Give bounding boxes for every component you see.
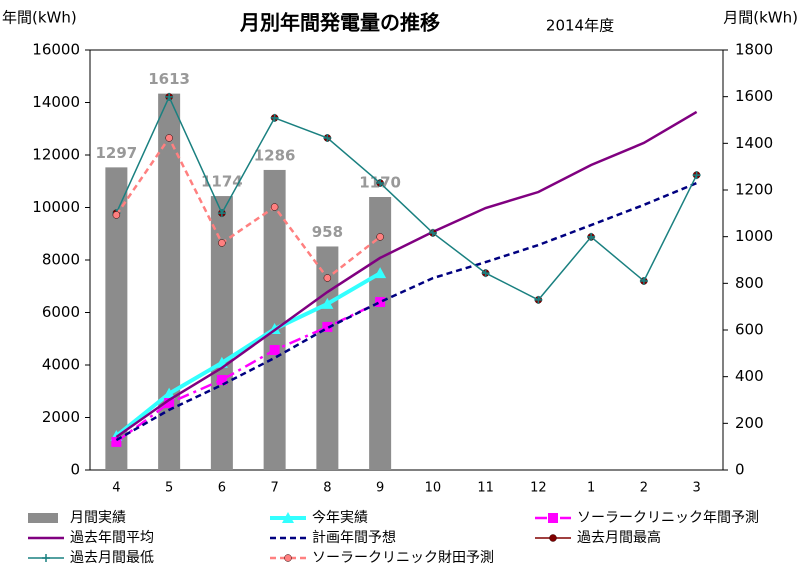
marker xyxy=(270,113,279,122)
marker xyxy=(692,171,701,180)
x-tick-label: 2 xyxy=(640,481,648,496)
marker xyxy=(323,133,332,142)
bar xyxy=(210,196,233,471)
x-tick-label: 6 xyxy=(218,481,226,496)
line xyxy=(115,95,698,301)
marker xyxy=(216,374,227,385)
legend-label: 過去月間最低 xyxy=(70,550,154,566)
legend-marker xyxy=(42,554,50,562)
marker xyxy=(164,398,175,409)
marker xyxy=(218,239,226,247)
chart-title: 月別年間発電量の推移 xyxy=(239,11,440,35)
bar-value-label: 1297 xyxy=(96,144,138,162)
marker xyxy=(375,297,386,307)
y-tick-label: 10000 xyxy=(32,198,80,216)
line xyxy=(115,135,381,280)
x-tick-label: 8 xyxy=(323,481,331,496)
legend-swatch xyxy=(28,513,58,523)
y-tick-label: 14000 xyxy=(32,93,80,111)
x-tick-label: 1 xyxy=(587,481,595,496)
y2-tick-label: 800 xyxy=(735,274,764,292)
legend-marker xyxy=(549,534,557,542)
x-tick-label: 9 xyxy=(376,481,384,496)
bar xyxy=(369,197,392,470)
bar-value-label: 1613 xyxy=(148,70,190,88)
legend-marker xyxy=(284,554,292,562)
x-tick-label: 10 xyxy=(425,481,442,496)
legend-label: ソーラークリニック年間予測 xyxy=(577,510,759,526)
y2-tick-label: 1800 xyxy=(735,41,773,59)
marker xyxy=(587,232,596,241)
marker xyxy=(374,267,387,279)
marker xyxy=(165,92,174,101)
y-tick-label: 2000 xyxy=(42,408,80,426)
marker xyxy=(323,274,332,282)
marker xyxy=(376,233,384,241)
bar-value-label: 1174 xyxy=(201,173,243,191)
marker xyxy=(269,345,280,356)
x-tick-label: 11 xyxy=(477,481,494,496)
bar-value-label: 958 xyxy=(312,223,343,241)
marker xyxy=(321,297,334,309)
bar xyxy=(158,93,181,470)
marker xyxy=(322,321,333,332)
chart-subtitle: 2014年度 xyxy=(546,17,614,35)
legend-label: 今年実績 xyxy=(312,510,368,526)
marker xyxy=(534,295,543,304)
y-tick-label: 6000 xyxy=(42,303,80,321)
line xyxy=(115,181,698,442)
bar-value-label: 1286 xyxy=(254,146,296,164)
y-tick-label: 8000 xyxy=(42,251,80,269)
x-tick-label: 4 xyxy=(112,481,120,496)
legend-marker xyxy=(548,513,558,523)
legend-label: 過去年間平均 xyxy=(70,530,154,546)
y2-axis-label: 月間(kWh) xyxy=(723,9,798,27)
marker xyxy=(163,387,176,399)
x-tick-label: 12 xyxy=(530,481,547,496)
y2-tick-label: 200 xyxy=(735,414,764,432)
bar xyxy=(263,169,286,470)
marker xyxy=(165,134,173,142)
y-tick-label: 12000 xyxy=(32,146,80,164)
plot-frame xyxy=(89,49,724,471)
x-tick-label: 5 xyxy=(165,481,173,496)
bar xyxy=(105,167,128,470)
marker xyxy=(376,179,385,187)
y2-tick-label: 0 xyxy=(735,461,745,479)
marker xyxy=(217,209,226,218)
y2-tick-label: 1400 xyxy=(735,134,773,152)
y-tick-label: 4000 xyxy=(42,356,80,374)
legend-marker xyxy=(282,512,294,523)
y2-tick-label: 600 xyxy=(735,321,764,339)
marker xyxy=(270,203,279,211)
y2-tick-label: 1200 xyxy=(735,181,773,199)
y-tick-label: 0 xyxy=(70,461,80,479)
y2-tick-label: 1600 xyxy=(735,87,773,105)
marker xyxy=(428,228,437,237)
y-axis-label: 年間(kWh) xyxy=(2,9,77,27)
legend-label: 月間実績 xyxy=(70,510,126,526)
y2-tick-label: 1000 xyxy=(735,227,773,245)
marker xyxy=(481,269,490,278)
y-tick-label: 16000 xyxy=(32,41,80,59)
marker xyxy=(639,277,648,285)
legend-label: 計画年間予想 xyxy=(312,530,396,546)
x-tick-label: 3 xyxy=(692,481,700,496)
line xyxy=(115,300,381,443)
marker xyxy=(112,211,121,219)
line xyxy=(115,271,382,438)
legend-label: 過去月間最高 xyxy=(577,529,661,546)
line xyxy=(115,110,698,439)
y2-tick-label: 400 xyxy=(735,367,764,385)
legend-label: ソーラークリニック財田予測 xyxy=(312,550,494,566)
x-tick-label: 7 xyxy=(270,481,278,496)
marker xyxy=(111,436,122,447)
